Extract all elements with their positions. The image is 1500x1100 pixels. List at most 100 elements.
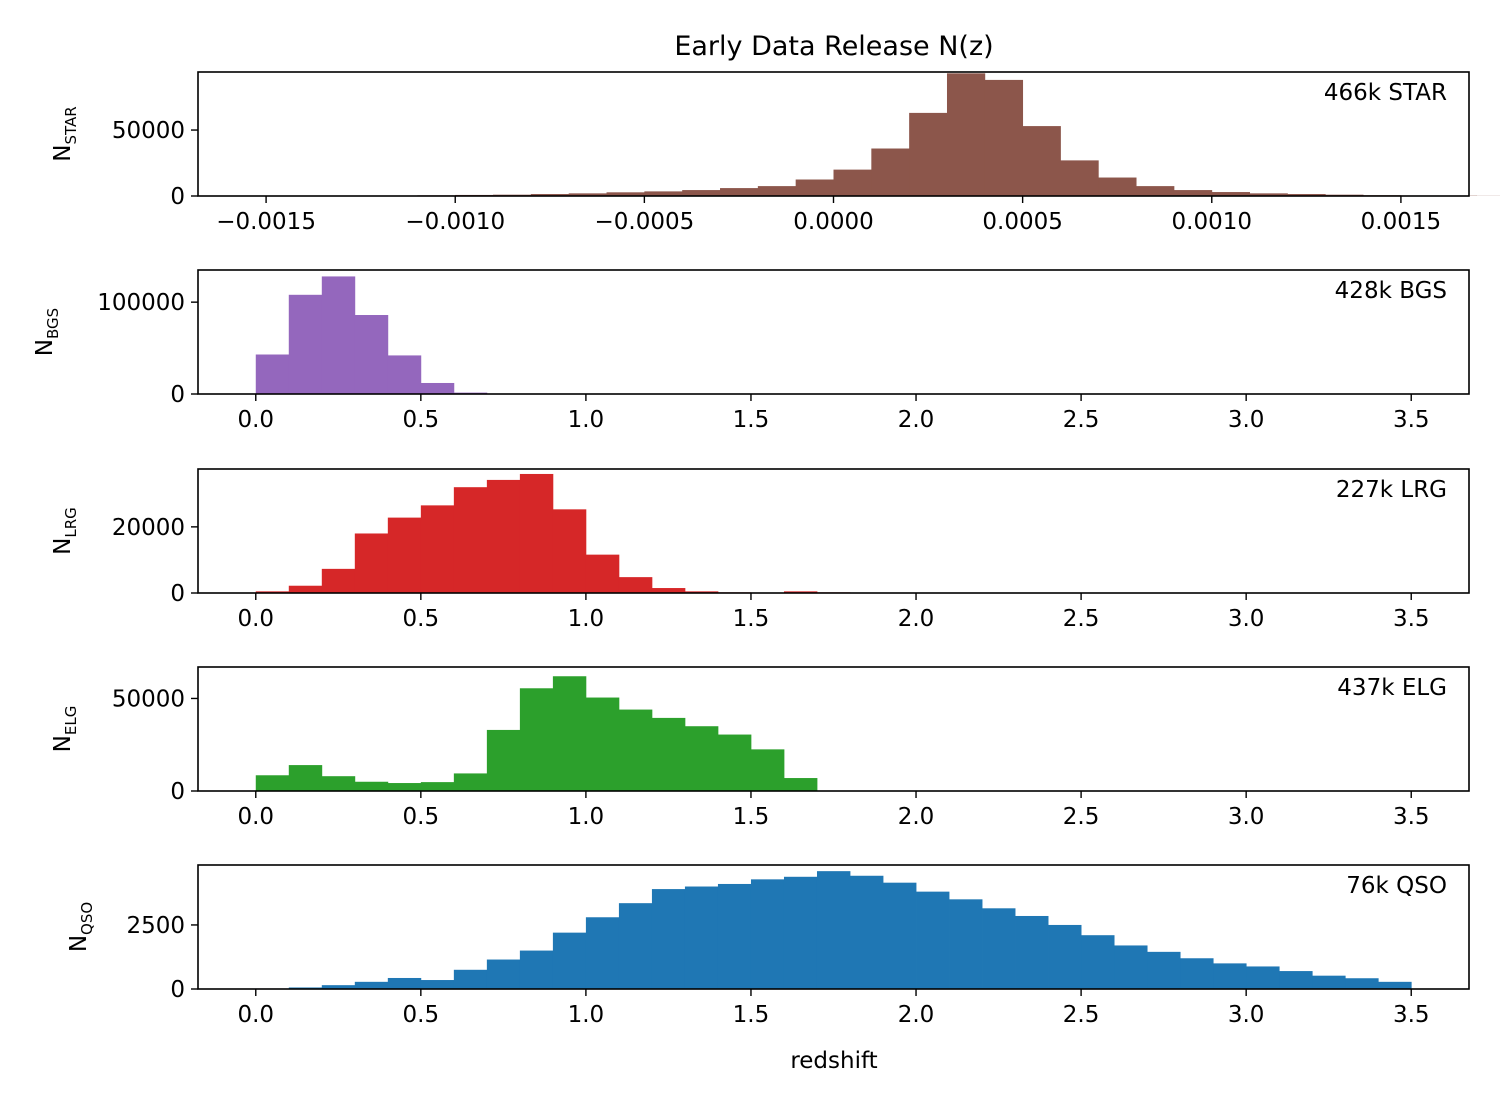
x-tick-label: 0.5 [403,606,440,632]
histogram-bar [568,193,607,196]
x-tick-label: 0.0015 [1361,209,1441,235]
histogram-bar [1312,975,1346,989]
y-axis-label: NLRG [50,507,80,555]
histogram-bar [909,112,948,196]
histogram-bar [420,782,455,791]
y-tick-label: 0 [170,977,185,1003]
histogram-bar [1048,924,1082,989]
y-tick-label: 100000 [97,290,185,316]
histogram-bar [1098,177,1137,196]
figure-title: Early Data Release N(z) [674,31,993,62]
y-axis-label: NSTAR [50,106,80,161]
histogram-bar [354,315,389,394]
histogram-bar [387,517,422,593]
histogram-bar [288,585,323,593]
y-axis-label: NQSO [66,902,96,952]
y-tick-label: 20000 [112,515,185,541]
histogram-bar [750,749,785,791]
histogram-bar [651,717,686,791]
y-tick-label: 0 [170,581,185,607]
histogram-bar [618,577,653,593]
histogram-bar [783,591,818,593]
histogram-bar [321,776,356,791]
x-tick-label: −0.0015 [216,209,316,235]
histogram-bar [486,729,521,791]
y-axis-label-sub: ELG [62,706,80,735]
histogram-bar [795,179,834,196]
x-tick-label: 3.0 [1228,606,1265,632]
histogram-bar [757,186,797,196]
histogram-bar [1287,194,1326,196]
x-tick-label: 0.5 [403,804,440,830]
histogram-bar [1279,971,1313,989]
x-tick-label: −0.0005 [594,209,694,235]
histogram-bar [871,148,910,196]
histogram-bar [883,882,917,989]
y-tick-label: 0 [170,184,185,210]
histogram-bar [321,568,356,593]
x-tick-label: 2.0 [898,407,935,433]
histogram-bar [717,734,752,791]
y-axis-label-sub: LRG [62,507,80,537]
x-tick-label: 3.0 [1228,804,1265,830]
axes-frame [197,468,1470,594]
histogram-bar [982,908,1016,989]
x-tick-label: 0.0 [237,407,274,433]
x-tick-label: 0.0 [237,804,274,830]
axes-frame [197,864,1470,990]
x-tick-label: 2.0 [898,1002,935,1028]
x-tick-label: 3.5 [1393,804,1430,830]
histogram-bar [420,505,455,593]
histogram-bar [684,886,719,989]
histogram-bar [519,950,554,989]
histogram-bar [585,554,620,593]
histogram-bar [255,354,290,394]
y-tick-label: 50000 [112,686,185,712]
x-tick-label: 1.0 [568,407,605,433]
histogram-bar [618,903,653,989]
x-tick-label: 1.5 [733,407,770,433]
histogram-bar [850,875,884,989]
y-tick-label: 50000 [112,118,185,144]
histogram-bar [1213,963,1247,989]
histogram-bar [750,879,785,989]
y-tick-label: 2500 [126,913,185,939]
histogram-bar [984,79,1024,196]
y-axis-label: NBGS [32,308,62,356]
y-axis-label-sub: BGS [44,308,62,339]
histogram-bar [916,891,950,989]
histogram-bar [552,676,587,791]
histogram-bar [946,73,986,196]
x-tick-label: 0.0005 [982,209,1062,235]
x-tick-label: 1.5 [733,804,770,830]
axes-frame [197,666,1470,792]
histogram-bar [288,765,323,791]
histogram-bar [1081,935,1115,989]
x-axis-label: redshift [790,1048,877,1074]
x-tick-label: 2.0 [898,804,935,830]
x-tick-label: −0.0010 [405,209,505,235]
panel-annotation: 76k QSO [1346,873,1447,899]
histogram-bar [1015,915,1049,989]
histogram-bar [255,775,290,791]
histogram-bar [288,294,323,394]
y-axis-label-main: N [50,538,76,555]
axes-frame [197,269,1470,395]
panel-elg: 0.0 0.5 1.0 1.5 2.0 2.5 3.0 3.5 0 50000 437k ELG NE… [50,666,1470,830]
histogram-bar [1136,186,1175,196]
histogram-bar [354,533,389,593]
histogram-bar [552,932,587,989]
histogram-bar [682,190,721,196]
histogram-bar [420,980,455,989]
histogram-bar [1022,126,1061,196]
histogram-bar [519,688,554,791]
y-tick-label: 0 [170,779,185,805]
histogram-bar [321,985,356,989]
histogram-bar [720,188,759,196]
histogram-bar [717,883,752,989]
histogram-bar [783,876,818,989]
x-tick-label: 0.0 [237,606,274,632]
y-axis-label-main: N [32,339,58,356]
x-tick-label: 1.5 [733,606,770,632]
